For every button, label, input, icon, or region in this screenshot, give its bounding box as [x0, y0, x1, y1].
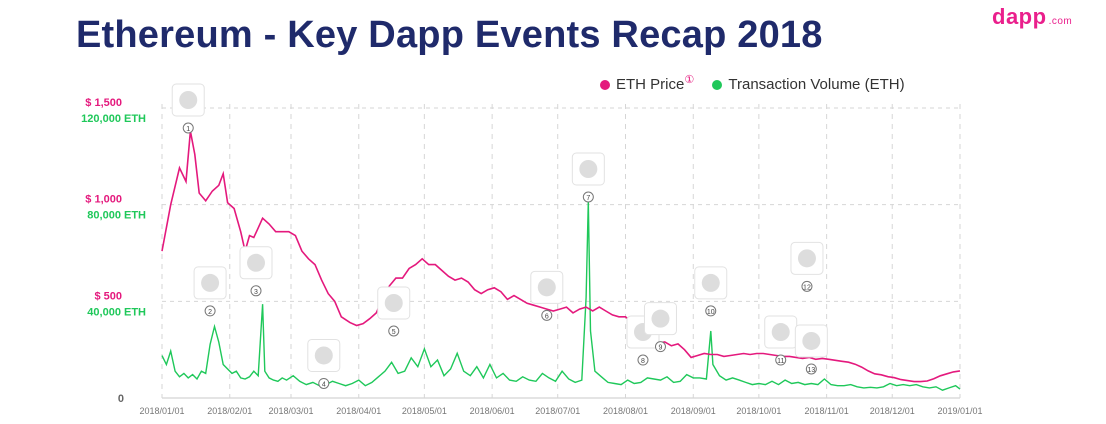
- x-tick-label: 2018/03/01: [268, 406, 313, 416]
- legend-price-marker: ①: [684, 74, 695, 86]
- dapp-icon: [537, 278, 556, 297]
- chart-legend: ETH Price① Transaction Volume (ETH): [600, 73, 919, 93]
- event-marker[interactable]: 10: [694, 266, 728, 317]
- event-number: 5: [392, 329, 396, 336]
- legend-dot-price: [600, 80, 610, 91]
- dapp-icon: [179, 91, 198, 109]
- page-title: Ethereum - Key Dapp Events Recap 2018: [76, 14, 823, 56]
- event-marker[interactable]: 11: [764, 315, 798, 366]
- event-number-circle: [250, 285, 262, 297]
- x-tick-label: 2018/04/01: [336, 406, 381, 416]
- event-number-circle: [705, 305, 717, 317]
- x-tick-label: 2019/01/01: [937, 406, 982, 416]
- dapp-icon: [651, 309, 670, 328]
- legend-item-volume[interactable]: Transaction Volume (ETH): [712, 76, 905, 93]
- x-tick-label: 2018/08/01: [603, 406, 648, 416]
- event-marker[interactable]: 13: [794, 324, 828, 375]
- event-marker[interactable]: 9: [643, 302, 677, 353]
- dapp-icon: [247, 253, 266, 272]
- event-marker[interactable]: 12: [790, 241, 824, 292]
- dapp-icon: [771, 323, 790, 342]
- x-tick-label: 2018/07/01: [535, 406, 580, 416]
- axis-labels: 0 $ 500 40,000 ETH $ 1,000 80,000 ETH $ 1,500…: [81, 97, 982, 416]
- event-marker[interactable]: 1: [171, 83, 205, 134]
- event-marker[interactable]: 5: [377, 286, 411, 337]
- legend-item-price[interactable]: ETH Price①: [600, 74, 698, 93]
- event-marker[interactable]: 4: [307, 338, 341, 389]
- event-number: 8: [641, 358, 645, 365]
- x-tick-label: 2018/01/01: [139, 406, 184, 416]
- event-marker[interactable]: 3: [239, 246, 273, 297]
- y-tick-volume: 80,000 ETH: [87, 210, 146, 222]
- event-number-circle: [204, 305, 216, 317]
- x-tick-label: 2018/10/01: [736, 406, 781, 416]
- logo-suffix: .com: [1048, 16, 1073, 27]
- x-tick-label: 2018/02/01: [207, 406, 252, 416]
- event-number-circle: [388, 325, 400, 337]
- x-tick-label: 2018/06/01: [470, 406, 515, 416]
- y-tick-volume: 120,000 ETH: [81, 113, 146, 125]
- event-marker[interactable]: 7: [571, 152, 605, 203]
- event-number-circle: [654, 341, 666, 353]
- event-number: 1: [186, 126, 190, 133]
- logo-text: dapp: [992, 4, 1047, 29]
- event-number: 7: [586, 195, 590, 202]
- dapp-icon: [314, 346, 333, 365]
- dapp-icon: [579, 160, 598, 178]
- event-number-circle: [182, 122, 194, 134]
- event-number-circle: [318, 377, 330, 389]
- event-number-circle: [582, 191, 594, 203]
- x-tick-label: 2018/11/01: [804, 406, 848, 416]
- legend-price-label: ETH Price: [616, 76, 685, 93]
- x-tick-label: 2018/12/01: [870, 406, 915, 416]
- legend-volume-label: Transaction Volume (ETH): [728, 76, 905, 93]
- event-number: 12: [803, 284, 811, 291]
- chart-grid: [161, 104, 961, 399]
- y-tick-price: $ 1,000: [85, 194, 122, 206]
- event-number-circle: [805, 363, 817, 375]
- x-tick-label: 2018/09/01: [671, 406, 716, 416]
- dapp-icon: [802, 331, 821, 350]
- legend-dot-volume: [712, 80, 723, 91]
- dapp-icon: [701, 273, 720, 292]
- event-number: 6: [545, 313, 549, 320]
- x-tick-label: 2018/05/01: [402, 406, 447, 416]
- dapp-icon: [797, 249, 816, 268]
- dapp-icon: [201, 273, 220, 292]
- event-number: 10: [707, 309, 715, 316]
- event-marker[interactable]: 6: [530, 270, 564, 321]
- y-tick-price: $ 1,500: [85, 97, 122, 109]
- volume-series-line: [161, 201, 961, 391]
- event-number-circle: [637, 354, 649, 366]
- y-tick-zero: 0: [118, 393, 124, 405]
- y-tick-volume: 40,000 ETH: [87, 306, 146, 318]
- event-marker[interactable]: 2: [193, 266, 227, 317]
- dapp-logo[interactable]: dapp .com: [992, 4, 1072, 30]
- event-number: 13: [807, 367, 815, 374]
- event-number: 11: [777, 358, 784, 365]
- event-number-circle: [775, 354, 787, 366]
- event-number-circle: [801, 280, 813, 292]
- event-number: 9: [659, 345, 663, 352]
- price-series-line: [161, 131, 961, 383]
- y-tick-price: $ 500: [94, 290, 122, 302]
- event-number: 3: [254, 289, 258, 296]
- event-number: 4: [322, 381, 326, 388]
- event-number: 2: [208, 309, 212, 316]
- dapp-icon: [384, 294, 403, 312]
- event-number-circle: [541, 309, 553, 321]
